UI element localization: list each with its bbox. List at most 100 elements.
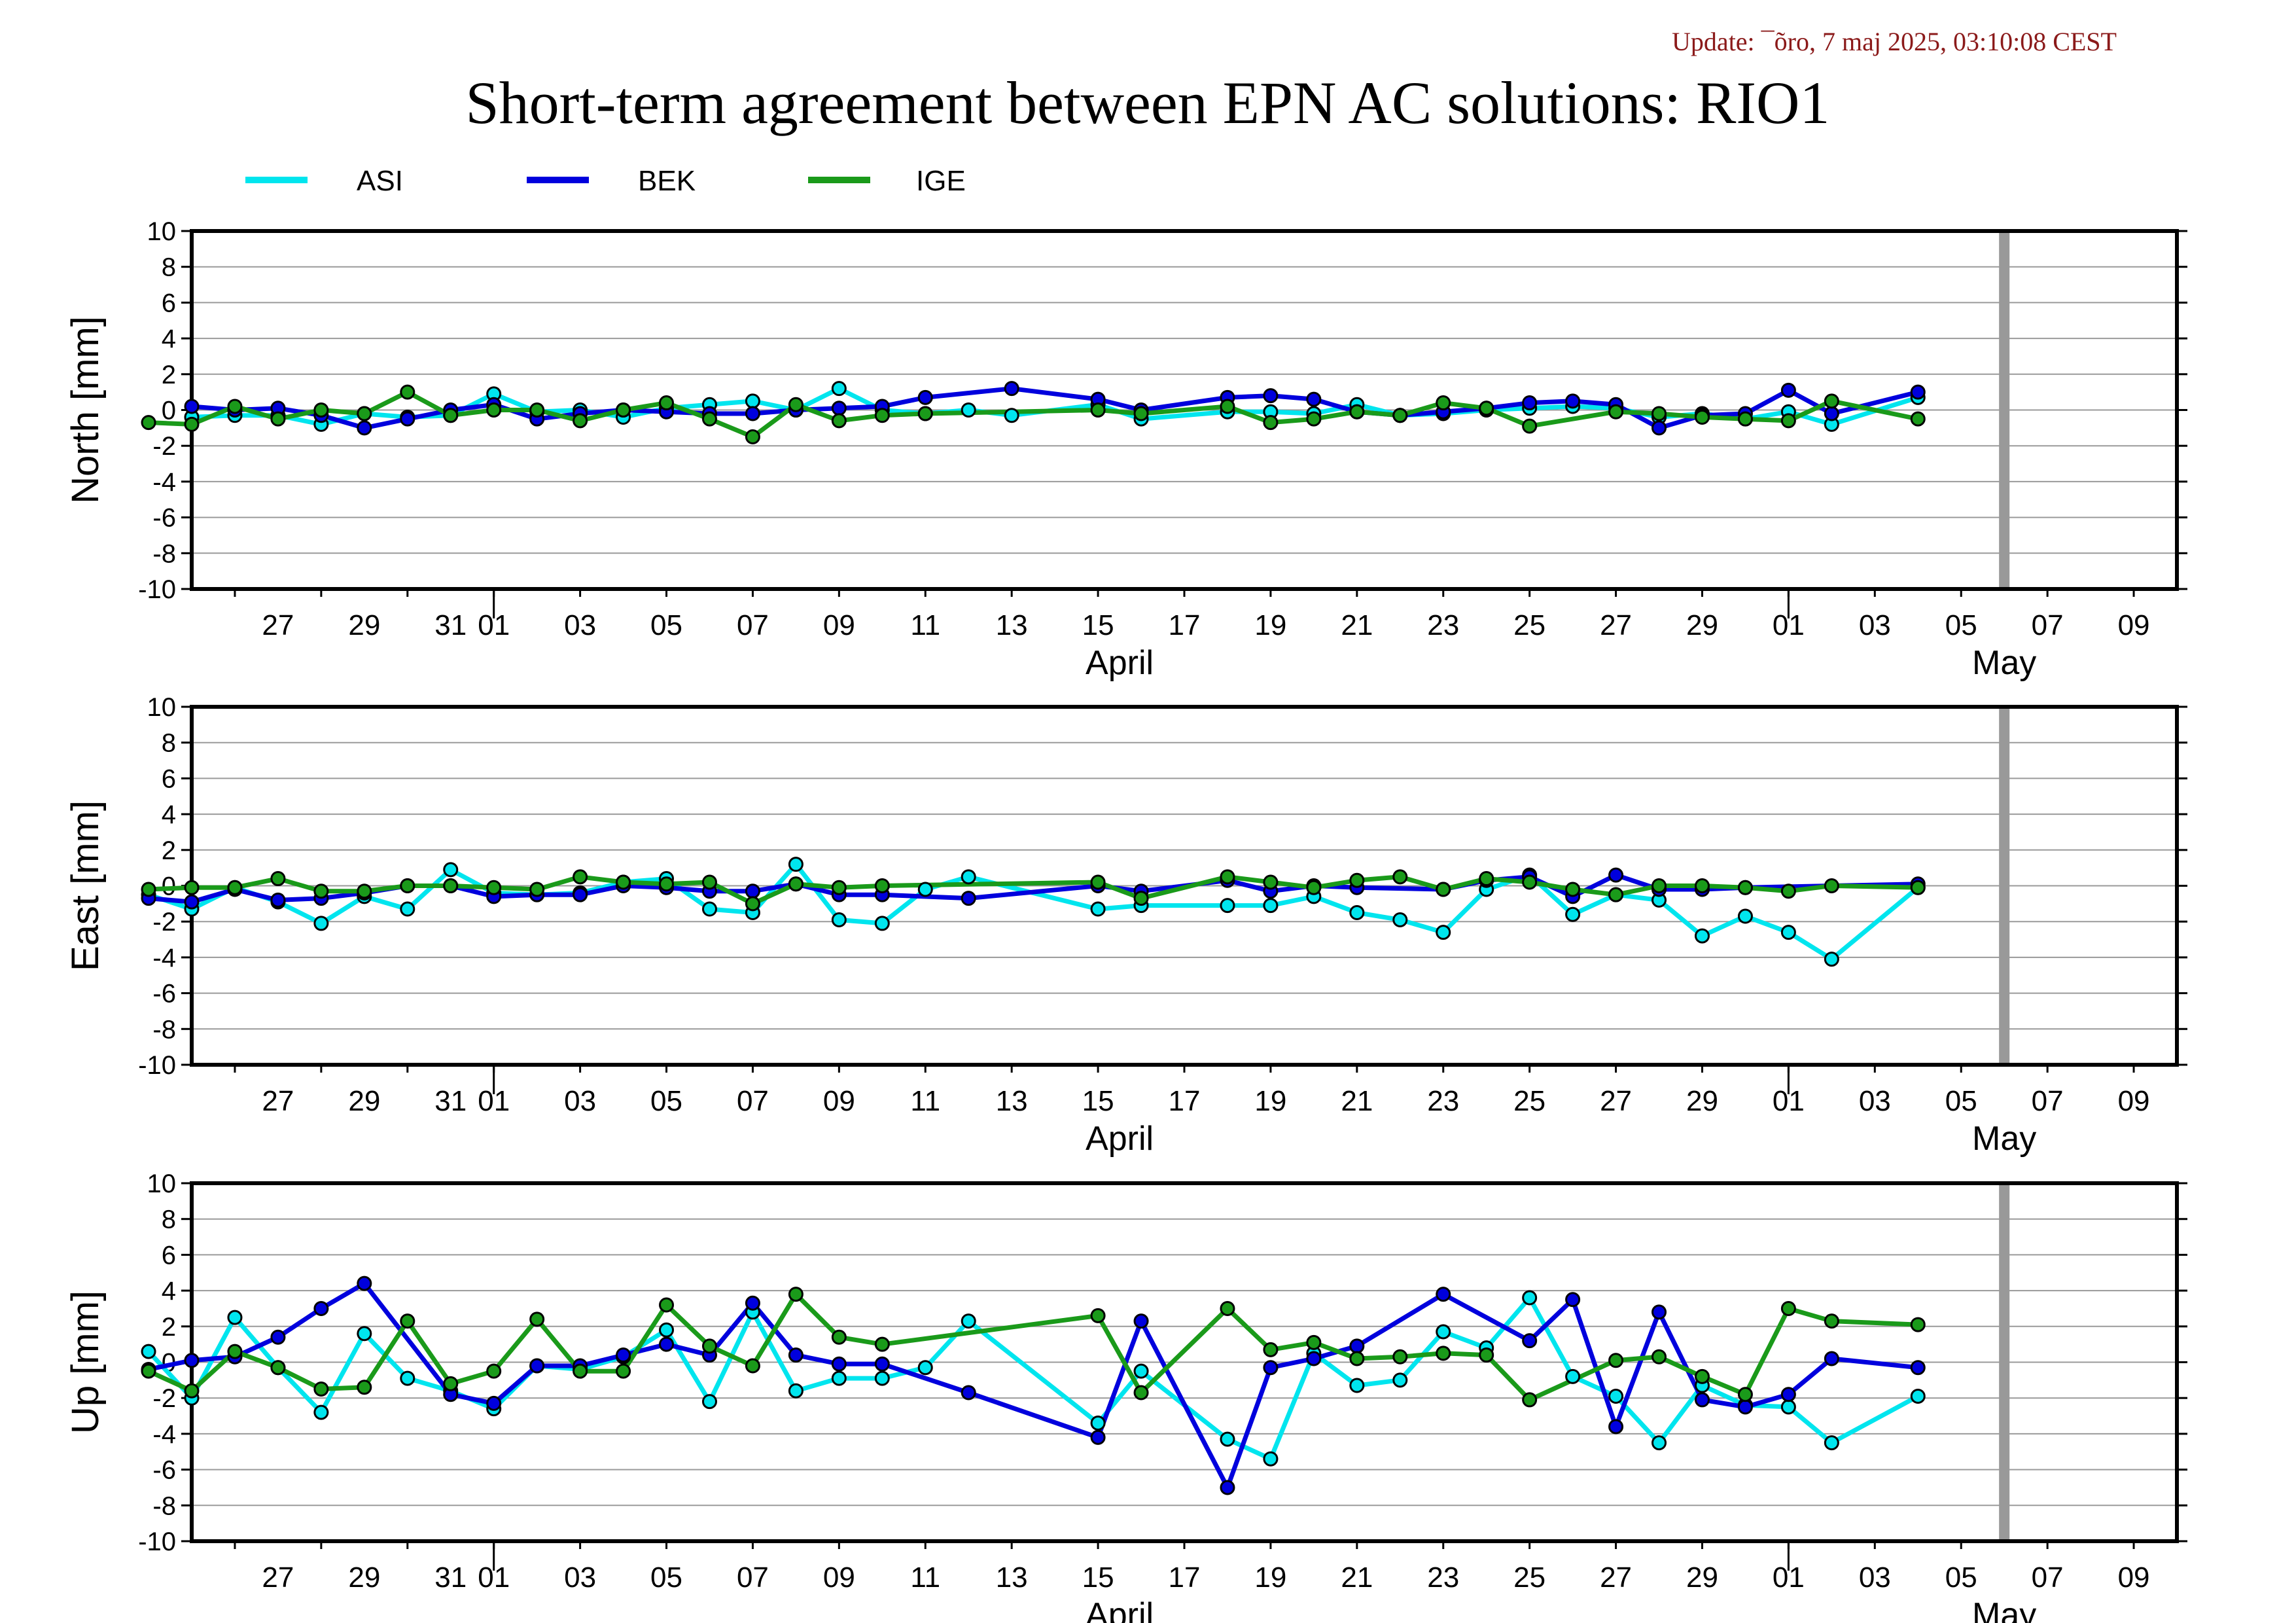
x-tick-label: 15 [1082,1085,1114,1117]
data-point-ige [1263,874,1279,890]
data-point-asi [1090,901,1106,917]
x-tick-label: 23 [1427,1561,1459,1594]
data-point-asi [1349,1378,1365,1393]
x-tick-label: 19 [1254,609,1286,641]
y-tick-label: -2 [152,432,176,461]
data-point-ige [573,413,588,429]
data-point-asi [659,1322,675,1338]
x-tick-label: 03 [564,609,596,641]
legend-label-ige: IGE [916,165,966,197]
data-point-ige [1392,1349,1408,1364]
data-point-ige [1694,1368,1710,1384]
data-point-ige [1436,395,1451,411]
data-point-bek [1436,1287,1451,1302]
x-tick-label: 03 [1859,1561,1891,1594]
data-point-ige [1090,874,1106,890]
x-tick-label: 09 [2118,1085,2150,1117]
data-point-asi [917,1360,933,1376]
data-point-bek [1263,388,1279,404]
data-point-ige [1824,393,1839,409]
y-tick-label: -6 [152,504,176,533]
y-tick-label: -10 [138,575,176,604]
x-tick-label: 21 [1341,609,1373,641]
data-point-ige [313,883,329,899]
data-point-ige [400,1313,415,1329]
data-point-ige [1737,880,1753,895]
data-point-ige [184,416,200,432]
data-point-asi [1910,1388,1926,1404]
data-point-bek [1565,393,1581,409]
y-tick-label: 2 [162,836,176,865]
data-point-ige [874,878,890,893]
x-tick-label: 07 [737,1085,769,1117]
x-tick-label: 09 [823,1561,855,1594]
data-point-ige [1263,415,1279,431]
data-point-ige [701,411,717,427]
data-point-bek [1522,1333,1538,1349]
data-point-ige [313,1382,329,1397]
data-point-bek [745,883,760,899]
data-point-ige [227,880,243,895]
data-point-ige [1090,1308,1106,1323]
legend-item-asi: ASI [245,165,403,197]
data-point-bek [961,891,976,906]
data-point-ige [788,876,804,892]
data-point-asi [1436,925,1451,940]
y-tick-label: 8 [162,729,176,758]
y-tick-label: 10 [147,693,177,722]
data-point-ige [1133,891,1149,906]
data-point-ige [1694,878,1710,893]
data-point-bek [313,1300,329,1316]
data-point-ige [227,1344,243,1359]
x-tick-label: 01 [1773,609,1805,641]
y-tick-label: -6 [152,1456,176,1485]
data-point-ige [1824,878,1839,893]
x-tick-label: 03 [564,1561,596,1594]
data-point-bek [184,1353,200,1368]
x-tick-label: 23 [1427,1085,1459,1117]
data-point-ige [1133,406,1149,421]
data-point-asi [1133,1363,1149,1379]
data-point-asi [400,901,415,917]
data-point-ige [831,413,847,429]
y-tick-label: -2 [152,1384,176,1413]
data-point-ige [1090,402,1106,418]
x-tick-label: 09 [823,1085,855,1117]
x-tick-label: 07 [2032,1085,2064,1117]
data-point-ige [1349,404,1365,419]
data-point-asi [227,1310,243,1325]
data-point-bek [486,1395,502,1411]
y-tick-label: 6 [162,289,176,317]
data-point-ige [1479,871,1494,887]
data-point-ige [1737,1387,1753,1402]
data-point-asi [1436,1324,1451,1340]
x-tick-label: 27 [262,1085,294,1117]
x-tick-label: 25 [1513,1561,1545,1594]
data-point-ige [1392,408,1408,423]
data-point-bek [1306,1351,1322,1366]
x-tick-label: 23 [1427,609,1459,641]
data-point-ige [573,869,588,885]
data-point-ige [529,1311,545,1327]
x-tick-label: 31 [434,1561,467,1594]
data-point-ige [917,406,933,421]
data-point-ige [270,411,286,427]
data-point-bek [1608,867,1624,883]
data-point-ige [1522,874,1538,890]
data-point-bek [1349,1338,1365,1354]
data-point-asi [400,1370,415,1386]
data-point-bek [616,1347,631,1363]
y-tick-label: 4 [162,325,176,353]
data-point-bek [1824,406,1839,421]
data-point-ige [1780,1300,1796,1316]
data-point-ige [357,1380,372,1395]
x-tick-label: 27 [1600,1085,1632,1117]
data-point-ige [573,1363,588,1379]
data-point-bek [1737,1399,1753,1415]
legend: ASI BEK IGE [245,165,966,197]
data-point-asi [1349,905,1365,921]
data-point-asi [874,916,890,931]
y-axis-label: Up [mm] [64,1291,107,1434]
data-point-ige [1651,878,1667,893]
chart-title: Short-term agreement between EPN AC solu… [465,69,1829,136]
